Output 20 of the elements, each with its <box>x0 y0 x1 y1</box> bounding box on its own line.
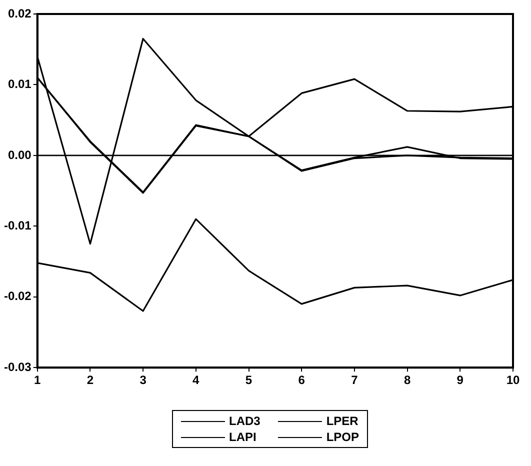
legend-label: LAPI <box>229 430 256 444</box>
x-tick-label: 9 <box>456 373 464 388</box>
x-tick-label: 4 <box>192 373 200 388</box>
x-tick-label: 8 <box>404 373 411 388</box>
legend-label: LPER <box>326 414 358 428</box>
x-tick-label: 7 <box>351 373 358 388</box>
x-tick-label: 10 <box>506 373 520 388</box>
y-tick-label: -0.01 <box>4 218 32 232</box>
y-tick-label: 0.01 <box>8 77 32 92</box>
x-tick-label: 1 <box>34 373 42 388</box>
legend-label: LPOP <box>326 430 360 444</box>
y-tick-label: -0.03 <box>4 360 32 374</box>
y-tick-label: 0.02 <box>8 6 32 20</box>
x-tick-label: 3 <box>140 373 147 388</box>
y-tick-label: 0.00 <box>8 148 32 162</box>
x-tick-label: 5 <box>245 373 252 388</box>
y-tick-label: -0.02 <box>4 289 32 304</box>
legend-label: LAD3 <box>229 414 260 428</box>
x-tick-label: 2 <box>86 373 94 388</box>
x-tick-label: 6 <box>298 373 306 388</box>
